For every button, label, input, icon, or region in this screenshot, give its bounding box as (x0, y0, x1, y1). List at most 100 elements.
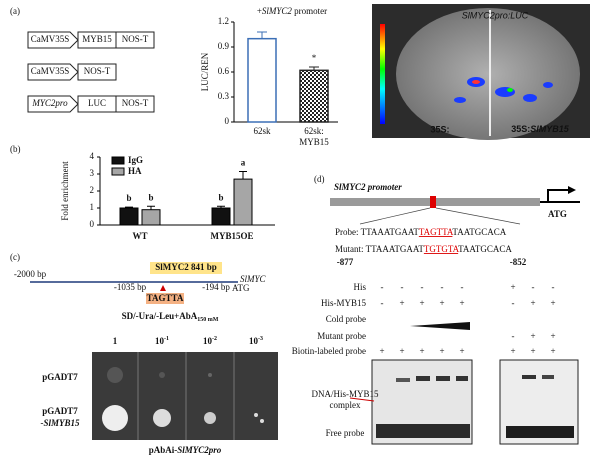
map-label: -1035 bp (114, 282, 147, 292)
legend-swatch (111, 167, 125, 176)
y1h-plates (92, 352, 278, 440)
dilution-label: 10-1 (155, 336, 169, 346)
legend-label: HA (128, 166, 142, 176)
map-label: SlMYC (240, 274, 267, 284)
text-part: SlMYB15 (530, 124, 570, 134)
probe-sequence: Probe: TTAAATGAATTAGTTATAATGCACA (335, 227, 507, 237)
lane-sign: + (419, 298, 424, 308)
text-part: SD/-Ura/-Leu+AbA (122, 311, 198, 321)
error-bar (217, 205, 225, 208)
emsa-row-label: Biotin-labeled probe (292, 346, 366, 356)
text-part: 10 (155, 336, 165, 346)
fragment-label: SlMYC2 841 bp (155, 262, 217, 272)
complex-label: DNA/His-MYB15 (311, 389, 379, 399)
bar (211, 207, 231, 226)
y-axis-label: Fold enrichment (60, 161, 70, 221)
promoter-map-c (30, 262, 238, 304)
medium-label: SD/-Ura/-Leu+AbA150 mM (122, 311, 219, 323)
text-part: -2 (212, 336, 217, 342)
text-part: -1 (164, 336, 169, 342)
bar (141, 209, 161, 226)
lane-sign: + (399, 298, 404, 308)
promoter-arrow (27, 95, 79, 113)
emsa-row-label: His-MYB15 (321, 298, 367, 308)
text-part: + (257, 6, 262, 16)
text-part: 1 (113, 336, 118, 346)
panel-label: (c) (10, 252, 20, 262)
text-part: TAGTTA (419, 227, 454, 237)
lane-sign: + (439, 298, 444, 308)
position-label: -852 (510, 257, 527, 267)
dilution-label: 10-3 (249, 336, 263, 346)
motif-label: TAGTTA (147, 293, 184, 303)
dilution-label: 1 (113, 336, 118, 346)
panel-label: (b) (10, 144, 21, 154)
error-bar (125, 206, 133, 208)
lane-sign: + (459, 298, 464, 308)
error-bar (257, 31, 267, 39)
atg-label: ATG (548, 209, 567, 219)
lane-sign: - (421, 282, 424, 292)
text-part: pAbAi- (149, 445, 178, 455)
lane-sign: - (512, 298, 515, 308)
chart-title: +SlMYC2 promoter (257, 6, 327, 16)
panel-label: (a) (10, 6, 20, 16)
emsa-row-label: Mutant probe (317, 331, 366, 341)
y-tick-label: 1.2 (218, 16, 229, 26)
lane-sign: + (419, 346, 424, 356)
lane-sign: + (510, 346, 515, 356)
construct-label: NOS-T (84, 66, 111, 76)
error-bar (309, 66, 319, 71)
lane-sign: - (512, 331, 515, 341)
y-tick-label: 0.6 (218, 66, 230, 76)
strain-label: -SlMYB15 (40, 418, 80, 428)
image-label: 35S:SlMYB15 (511, 124, 570, 134)
text-part: 10 (249, 336, 259, 346)
y-tick-label: 0.9 (218, 41, 230, 51)
promoter-map-d (330, 186, 580, 225)
construct-label: NOS-T (122, 98, 149, 108)
lane-sign: - (461, 282, 464, 292)
image-label: 35S: (430, 124, 449, 134)
y-axis-label: LUC/REN (200, 52, 210, 91)
lane-sign: + (530, 331, 535, 341)
lane-sign: + (530, 298, 535, 308)
emsa-row-label: His (353, 282, 366, 292)
lane-sign: + (459, 346, 464, 356)
image-title: SlMYC2pro:LUC (462, 10, 529, 20)
bar (233, 178, 253, 226)
significance-letter: b (126, 193, 131, 203)
significance-mark: * (312, 53, 317, 63)
x-tick-label: WT (132, 231, 147, 241)
x-tick-label: 62sk: (304, 126, 324, 136)
text-part: TGTGTA (424, 244, 460, 254)
construct-label: NOS-T (122, 34, 149, 44)
text-part: -3 (258, 336, 263, 342)
cold-probe-gradient (410, 322, 470, 330)
free-probe-label: Free probe (326, 428, 365, 438)
error-bar (239, 170, 247, 180)
lane-sign: + (439, 346, 444, 356)
construct-label: MYB15 (82, 34, 112, 44)
bar (247, 37, 277, 123)
promoter-arrow (27, 31, 79, 49)
position-label: -877 (337, 257, 354, 267)
y-tick-label: 0 (90, 219, 95, 229)
lane-sign: + (550, 298, 555, 308)
error-bar (147, 205, 155, 210)
lane-sign: + (379, 346, 384, 356)
lane-sign: + (530, 346, 535, 356)
significance-letter: b (148, 192, 153, 202)
text-part: TAATGCACA (458, 244, 512, 254)
bait-label: pAbAi-SlMYC2pro (149, 445, 222, 455)
lane-sign: + (510, 282, 515, 292)
y-tick-label: 1 (90, 202, 95, 212)
promoter-arrow (27, 63, 79, 81)
construct-label: CaMV35S (31, 34, 70, 44)
construct-label: LUC (88, 98, 106, 108)
complex-pointer (349, 397, 375, 402)
significance-letter: b (218, 192, 223, 202)
construct-box (77, 63, 117, 81)
bar (119, 207, 139, 226)
lane-sign: + (550, 346, 555, 356)
